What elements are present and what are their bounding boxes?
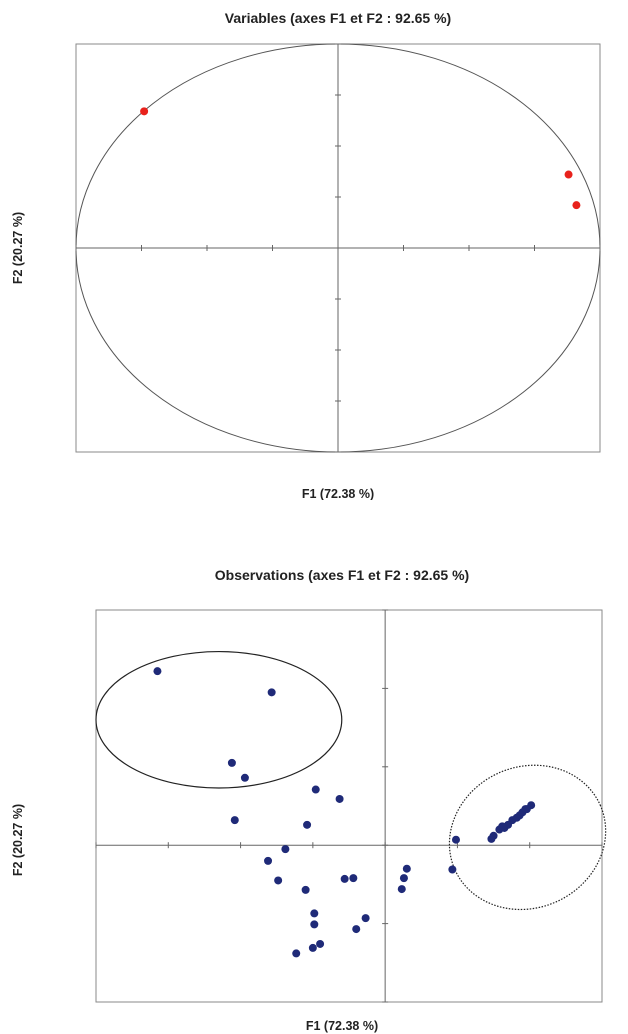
observation-point — [274, 876, 283, 885]
variable-point — [572, 201, 581, 210]
observation-point — [153, 667, 162, 676]
observation-point — [451, 835, 460, 844]
observations-chart-title: Observations (axes F1 et F2 : 92.65 %) — [215, 567, 469, 583]
observation-point — [402, 864, 411, 873]
observation-point — [311, 785, 320, 794]
variables-chart-title: Variables (axes F1 et F2 : 92.65 %) — [225, 10, 451, 26]
variables-chart-xlabel: F1 (72.38 %) — [302, 487, 374, 500]
variables-chart-plot — [75, 43, 601, 453]
variable-point — [564, 170, 573, 179]
observation-point — [303, 820, 312, 829]
observation-point — [281, 845, 290, 854]
observation-point — [498, 822, 507, 831]
group-ellipse-left — [95, 650, 343, 789]
observations-chart-xlabel: F1 (72.38 %) — [306, 1019, 378, 1033]
observations-chart-plot — [95, 609, 607, 1003]
observation-point — [310, 920, 319, 929]
observation-point — [399, 874, 408, 883]
observation-point — [487, 834, 496, 843]
observation-point — [230, 816, 239, 825]
variable-point — [140, 107, 149, 116]
observation-point — [308, 943, 317, 952]
group-ellipse-right — [448, 764, 607, 911]
observation-point — [227, 758, 236, 767]
observation-point — [316, 939, 325, 948]
variables-chart-ylabel: F2 (20.27 %) — [11, 212, 25, 284]
observation-point — [292, 949, 301, 958]
variables-chart: Variables (axes F1 et F2 : 92.65 %) F1 (… — [11, 10, 601, 500]
observation-point — [352, 925, 361, 934]
observation-point — [515, 811, 524, 820]
observation-point — [340, 874, 349, 883]
observation-point — [267, 688, 276, 697]
observation-point — [301, 885, 310, 894]
observations-chart: Observations (axes F1 et F2 : 92.65 %) F… — [11, 567, 607, 1033]
observation-point — [310, 909, 319, 918]
observation-point — [361, 914, 370, 923]
observation-point — [448, 865, 457, 874]
observation-point — [240, 773, 249, 782]
observation-point — [521, 805, 530, 814]
plot-frame — [95, 609, 603, 1003]
observation-point — [397, 885, 406, 894]
observation-point — [349, 874, 358, 883]
observations-chart-ylabel: F2 (20.27 %) — [11, 804, 25, 876]
observation-point — [264, 856, 273, 865]
observation-point — [335, 794, 344, 803]
